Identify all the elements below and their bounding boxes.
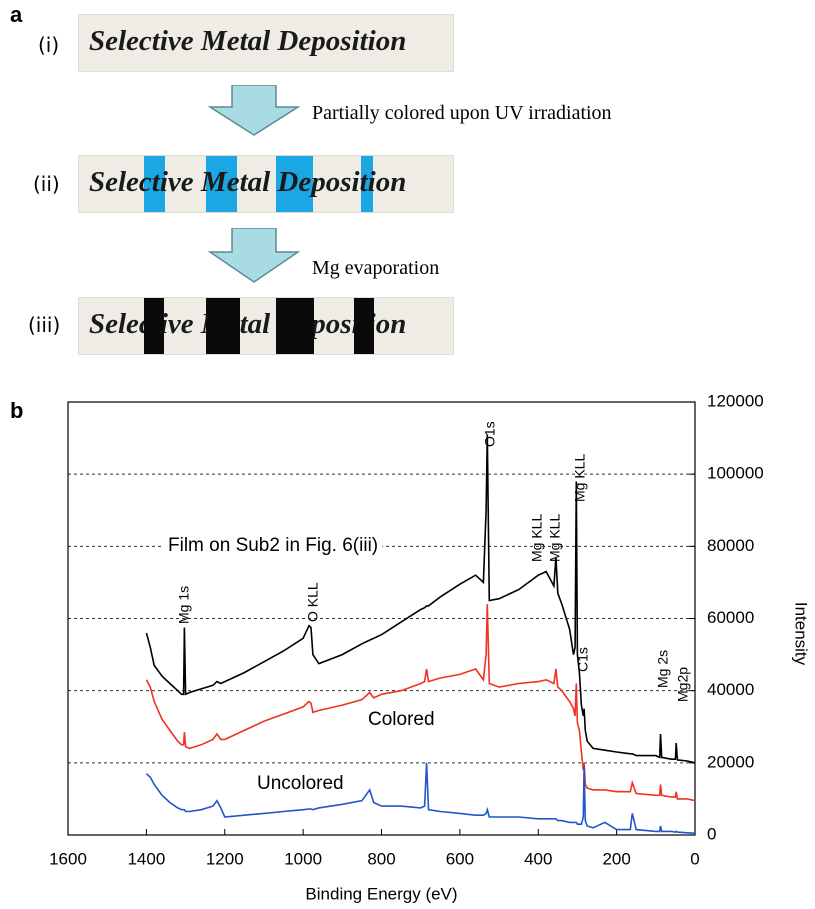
series-label: Colored — [368, 709, 435, 730]
arrow-text: Mg evaporation — [312, 257, 440, 279]
strip-text: Selective Metal Deposition — [89, 308, 407, 340]
strip: Selective Metal Deposition — [78, 14, 454, 72]
strip-text: Selective Metal Deposition — [89, 166, 407, 198]
arrow — [208, 85, 300, 136]
y-tick-label: 0 — [707, 824, 716, 843]
x-tick-label: 1200 — [206, 849, 244, 868]
strip-text: Selective Metal Deposition — [89, 25, 407, 57]
arrow-text: Partially colored upon UV irradiation — [312, 102, 612, 124]
x-tick-label: 0 — [690, 849, 699, 868]
series-line — [145, 604, 696, 802]
x-tick-label: 200 — [602, 849, 630, 868]
panel-label: b — [10, 398, 24, 423]
series-line — [145, 434, 696, 764]
y-tick-label: 40000 — [707, 680, 754, 699]
x-axis-title: Binding Energy (eV) — [305, 884, 457, 903]
y-tick-label: 100000 — [707, 464, 764, 483]
strip: Selective Metal Deposition — [78, 297, 454, 355]
peak-label: Mg KLL — [547, 514, 563, 562]
step-label: (iii) — [28, 313, 61, 337]
peak-label: Mg KLL — [529, 514, 545, 562]
peak-label: Mg2p — [675, 667, 691, 702]
y-tick-label: 120000 — [707, 391, 764, 410]
y-tick-label: 80000 — [707, 536, 754, 555]
step-label: (i) — [38, 33, 60, 57]
panel-label: a — [10, 2, 23, 27]
peak-label: O KLL — [305, 582, 321, 622]
step-label: (ii) — [33, 172, 60, 196]
series-label: Uncolored — [257, 773, 344, 794]
x-tick-label: 400 — [524, 849, 552, 868]
series-line — [145, 762, 696, 834]
x-tick-label: 800 — [367, 849, 395, 868]
plot-frame — [67, 401, 696, 836]
peak-label: Mg KLL — [572, 454, 588, 502]
y-axis-title: Intensity — [792, 602, 811, 666]
series-label: Film on Sub2 in Fig. 6(iii) — [168, 535, 378, 556]
peak-label: O1s — [482, 421, 498, 447]
peak-label: Mg 2s — [655, 650, 671, 688]
peak-label: C1s — [575, 647, 591, 672]
label-background — [164, 535, 383, 557]
x-tick-label: 1000 — [284, 849, 322, 868]
y-tick-label: 20000 — [707, 752, 754, 771]
y-tick-label: 60000 — [707, 608, 754, 627]
x-tick-label: 1600 — [49, 849, 87, 868]
x-tick-label: 1400 — [127, 849, 165, 868]
arrow — [208, 228, 300, 283]
strip: Selective Metal Deposition — [78, 155, 454, 213]
x-tick-label: 600 — [446, 849, 474, 868]
peak-label: Mg 1s — [176, 586, 192, 624]
